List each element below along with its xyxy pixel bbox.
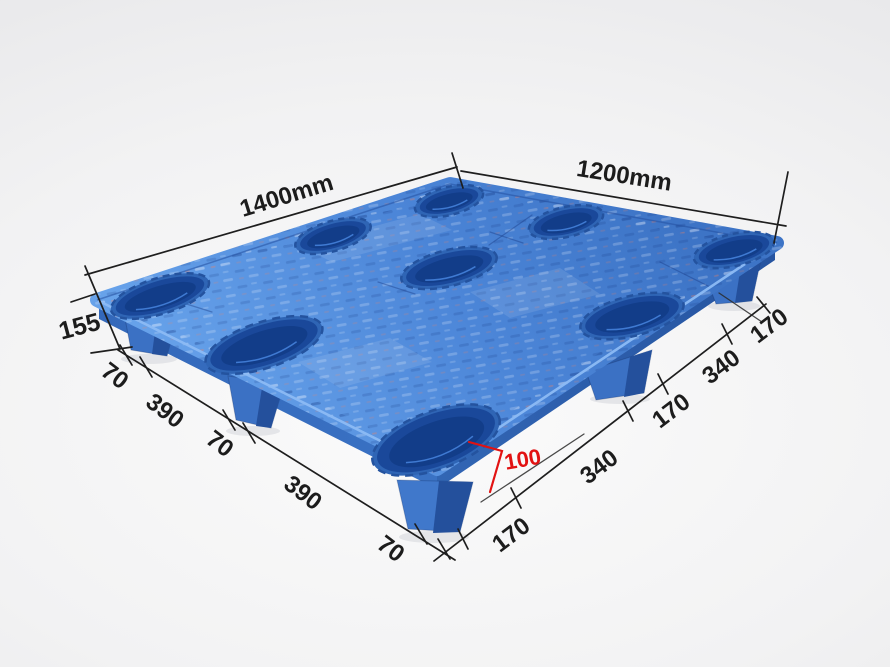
dim-ticks-bottom-left xyxy=(119,344,451,560)
dim-ticks-bottom-right xyxy=(457,296,771,550)
pallet-photo xyxy=(90,177,784,543)
cup-left-bottom-mid xyxy=(204,314,324,376)
cup-bottom-corner xyxy=(371,403,501,477)
dim-tick-155-bottom xyxy=(90,346,133,354)
dim-label-br-4: 170 xyxy=(745,303,793,349)
dim-label-bl-0: 70 xyxy=(96,357,134,395)
cup-left-corner xyxy=(109,271,211,321)
dim-label-bl-3: 390 xyxy=(279,470,327,516)
dim-ext-right-foot xyxy=(718,292,763,323)
dim-label-br-1: 340 xyxy=(575,444,623,490)
cup-top-right-mid xyxy=(527,203,605,241)
deck-far-edge xyxy=(96,183,778,301)
dim-label-length: 1400mm xyxy=(237,169,337,223)
dim-ext-top-corner xyxy=(451,152,464,189)
dim-label-width: 1200mm xyxy=(575,155,674,197)
dim-label-height: 155 xyxy=(56,308,104,346)
cup-top-left-mid xyxy=(294,216,372,256)
cup-right-corner xyxy=(692,230,776,270)
deck-seams xyxy=(179,214,711,313)
cup-center xyxy=(400,245,498,291)
dim-label-bl-1: 390 xyxy=(141,388,189,434)
dim-leader-100-red xyxy=(467,440,504,494)
dim-ext-1400-left xyxy=(84,265,121,350)
dim-line-bottom-right xyxy=(433,303,767,562)
dim-line-bottom-left xyxy=(117,349,456,561)
dim-label-br-2: 170 xyxy=(647,388,695,434)
dim-line-1200 xyxy=(460,170,787,227)
cup-right-bottom-mid xyxy=(579,291,685,341)
dim-label-foot-height: 100 xyxy=(502,444,543,475)
dim-label-br-0: 170 xyxy=(487,512,535,558)
dimension-lines xyxy=(70,152,789,562)
dim-ext-bottom-foot xyxy=(480,433,585,503)
dim-tick-155-top xyxy=(70,293,96,303)
deck-foot-cups xyxy=(109,183,776,477)
cup-top-corner xyxy=(413,183,485,219)
dim-line-1400 xyxy=(84,166,458,276)
dim-ext-right-corner xyxy=(773,171,789,244)
